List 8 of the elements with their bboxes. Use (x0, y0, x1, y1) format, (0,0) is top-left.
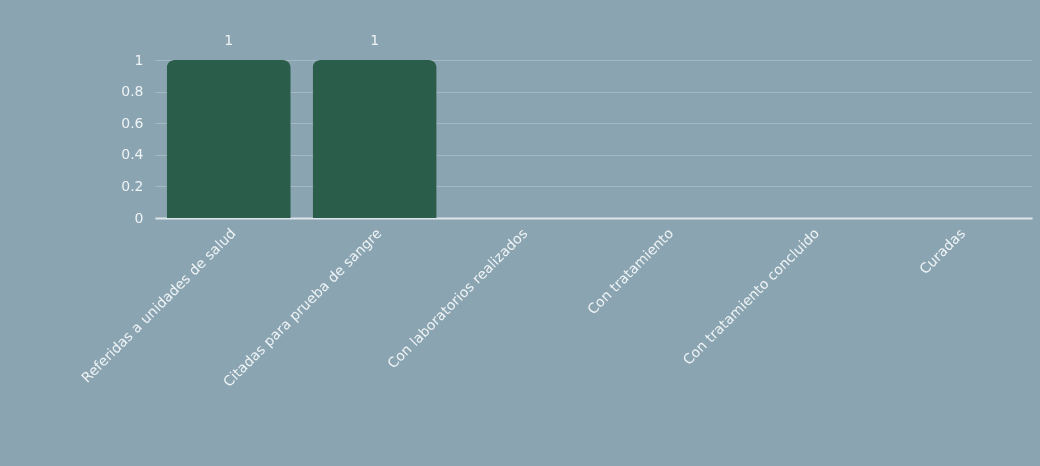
y-tick-label: 0.6 (121, 114, 144, 131)
y-tick-label: 0.2 (121, 177, 144, 194)
y-tick-label: 0.8 (121, 83, 144, 100)
y-tick-label: 0 (134, 209, 144, 226)
y-tick-label: 0.4 (121, 146, 144, 163)
y-tick-label: 1 (134, 51, 144, 68)
data-label: 1 (224, 32, 234, 48)
data-label: 1 (370, 32, 380, 48)
